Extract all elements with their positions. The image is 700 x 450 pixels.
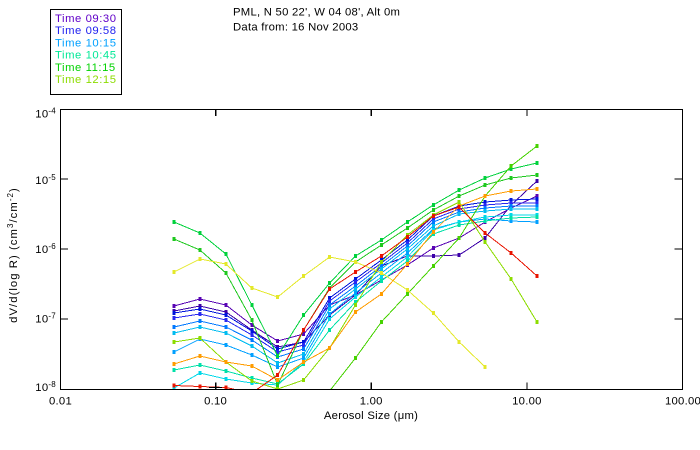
svg-text:dV/d(log R) (cm3/cm-2): dV/d(log R) (cm3/cm-2) [6,187,20,323]
svg-text:PML, N 50 22', W 04 08', Alt 0: PML, N 50 22', W 04 08', Alt 0m [233,7,400,19]
svg-text:Time 09:58: Time 09:58 [55,25,117,37]
svg-text:Time 09:30: Time 09:30 [55,13,117,25]
svg-text:0.01: 0.01 [49,396,72,408]
svg-text:Time 11:15: Time 11:15 [55,62,116,74]
svg-text:Aerosol Size (μm): Aerosol Size (μm) [324,410,418,422]
svg-text:Time 10:15: Time 10:15 [55,37,117,49]
svg-text:100.00: 100.00 [665,396,700,408]
svg-text:10.00: 10.00 [512,396,542,408]
svg-text:Data from: 16 Nov 2003: Data from: 16 Nov 2003 [233,22,358,34]
svg-text:Time 12:15: Time 12:15 [55,74,117,86]
svg-text:0.10: 0.10 [204,396,227,408]
svg-text:1.00: 1.00 [360,396,383,408]
svg-text:Time 10:45: Time 10:45 [55,50,117,62]
